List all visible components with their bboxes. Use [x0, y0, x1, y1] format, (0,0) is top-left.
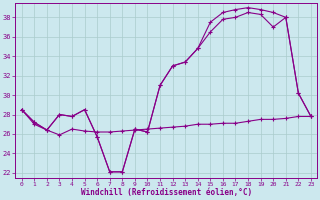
X-axis label: Windchill (Refroidissement éolien,°C): Windchill (Refroidissement éolien,°C): [81, 188, 252, 197]
